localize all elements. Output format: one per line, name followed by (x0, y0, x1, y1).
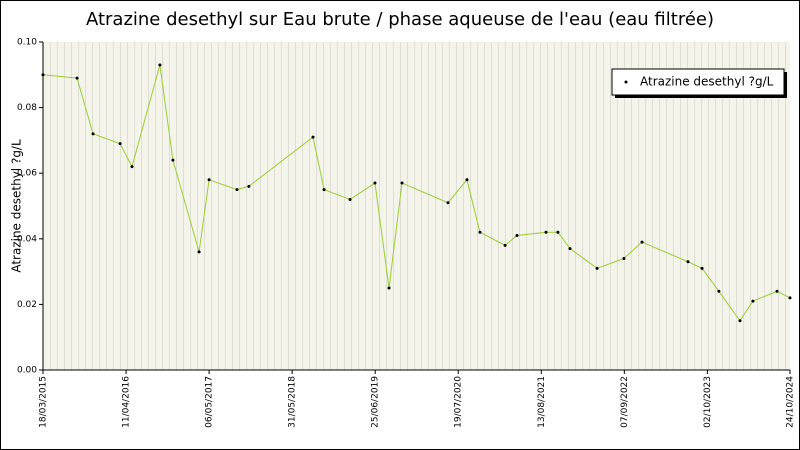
data-point (322, 188, 326, 192)
legend-box (611, 68, 785, 96)
data-point (595, 266, 599, 270)
x-tick-label: 06/05/2017 (205, 376, 215, 428)
data-point (640, 240, 644, 244)
data-point (738, 319, 742, 323)
data-point (700, 266, 704, 270)
x-tick-label: 02/10/2023 (703, 376, 713, 428)
data-point (515, 234, 519, 238)
data-point (775, 289, 779, 293)
y-tick-label: 0.00 (17, 366, 37, 376)
data-point (130, 165, 134, 169)
data-point (118, 142, 122, 146)
x-tick-label: 13/08/2021 (537, 376, 547, 428)
y-tick-label: 0.08 (17, 103, 37, 113)
data-point (207, 178, 211, 182)
y-tick-label: 0.10 (17, 38, 37, 48)
x-tick-label: 07/09/2022 (620, 376, 630, 428)
x-tick-label: 24/10/2024 (786, 376, 796, 428)
legend-label: Atrazine desethyl ?g/L (640, 75, 774, 89)
data-point (751, 299, 755, 303)
data-point (311, 135, 315, 139)
x-tick-label: 11/04/2016 (122, 376, 132, 428)
data-point (686, 260, 690, 264)
data-point (387, 286, 391, 290)
data-point (348, 197, 352, 201)
legend: Atrazine desethyl ?g/L (611, 68, 787, 98)
data-point (158, 63, 162, 67)
data-point (465, 178, 469, 182)
data-point (41, 73, 45, 77)
data-point (544, 230, 548, 234)
data-point (568, 247, 572, 251)
y-tick-label: 0.04 (17, 234, 37, 244)
y-tick-label: 0.02 (17, 300, 37, 310)
data-point (503, 243, 507, 247)
data-point (171, 158, 175, 162)
x-tick-label: 19/07/2020 (454, 376, 464, 428)
chart-title: Atrazine desethyl sur Eau brute / phase … (86, 9, 714, 30)
data-point (75, 76, 79, 80)
y-axis-label: Atrazine desethyl ?g/L (10, 139, 24, 273)
data-point (556, 230, 560, 234)
data-point (622, 256, 626, 260)
y-tick-label: 0.06 (17, 169, 37, 179)
data-point (478, 230, 482, 234)
data-point (717, 289, 721, 293)
x-tick-label: 25/06/2019 (371, 376, 381, 428)
x-tick-label: 18/03/2015 (39, 376, 49, 428)
data-point (235, 188, 239, 192)
data-point (400, 181, 404, 185)
data-point (446, 201, 450, 205)
data-point (788, 296, 792, 300)
data-point (197, 250, 201, 254)
legend-marker (624, 80, 628, 84)
data-point (373, 181, 377, 185)
x-tick-label: 31/05/2018 (288, 376, 298, 428)
data-point (247, 184, 251, 188)
data-point (91, 132, 95, 136)
